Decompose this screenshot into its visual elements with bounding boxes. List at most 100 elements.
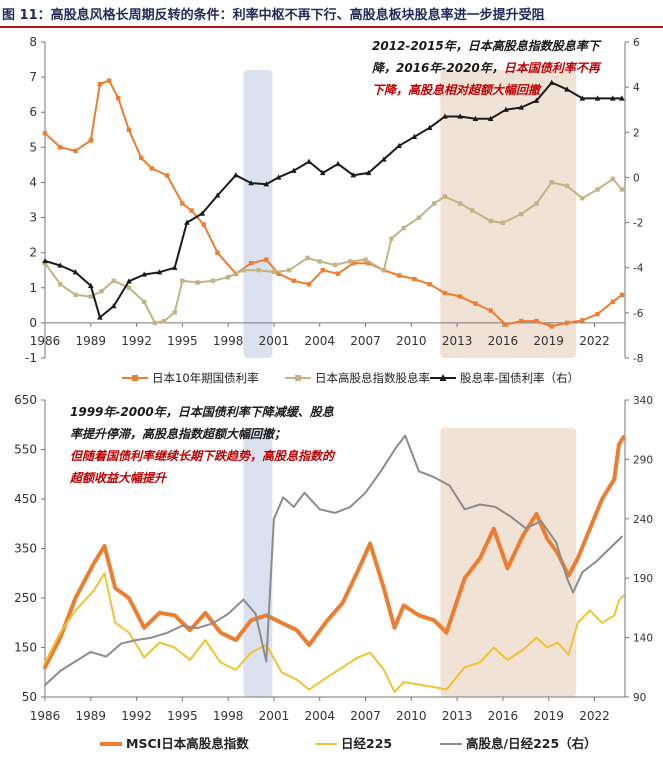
series-point-1-1 xyxy=(488,308,493,313)
series-point-1-2 xyxy=(416,215,422,220)
series-point-1-3 xyxy=(306,158,312,164)
series-point-1-1 xyxy=(73,148,78,154)
annotation-line: 但随着国债利率继续长期下跌趋势，高股息指数的 xyxy=(70,449,336,463)
annotation-highlight: 超额收益大幅提升 xyxy=(69,471,168,485)
y-left-tick-label: 650 xyxy=(14,393,37,407)
series-point-1-2 xyxy=(549,180,554,185)
series-point-1-1 xyxy=(180,201,185,206)
y-right-tick-label: -6 xyxy=(633,308,644,320)
series-point-1-3 xyxy=(579,95,586,101)
series-point-1-3 xyxy=(319,169,326,176)
series-point-1-3 xyxy=(290,167,297,173)
series-point-1-1 xyxy=(427,282,432,287)
series-point-1-3 xyxy=(426,124,433,130)
series-point-1-3 xyxy=(171,264,178,270)
series-point-1-3 xyxy=(564,86,570,92)
x-tick-label: 1995 xyxy=(167,334,198,348)
series-point-1-3 xyxy=(381,156,387,162)
series-point-1-2 xyxy=(595,187,600,192)
shaded-period-2 xyxy=(440,70,577,358)
series-point-1-1 xyxy=(366,261,371,266)
series-point-1-2 xyxy=(241,268,246,273)
series-point-1-3 xyxy=(248,180,254,186)
x-tick-label: 2013 xyxy=(442,334,473,348)
y-right-tick-label: 190 xyxy=(633,573,653,585)
series-point-1-3 xyxy=(472,115,479,121)
x-tick-label: 1992 xyxy=(121,709,152,723)
series-point-1-1 xyxy=(503,322,509,327)
series-point-1-2 xyxy=(152,320,158,326)
figure-title: 图 11：高股息风格长周期反转的条件：利率中枢不再下行、高股息板块股息率进一步提… xyxy=(2,8,545,23)
y-left-tick-label: 150 xyxy=(14,641,37,655)
x-tick-label: 1986 xyxy=(30,334,61,348)
y-left-tick-label: 5 xyxy=(29,140,37,154)
series-line-2-1 xyxy=(43,435,626,670)
series-point-1-1 xyxy=(248,261,254,266)
series-point-1-2 xyxy=(88,294,93,299)
series-point-1-2 xyxy=(580,196,585,201)
series-point-1-1 xyxy=(351,261,356,266)
legend-label: MSCI日本高股息指数 xyxy=(126,736,249,751)
x-tick-label: 1995 xyxy=(167,709,198,723)
y-left-tick-label: 350 xyxy=(14,542,37,556)
y-right-tick-label: -4 xyxy=(633,263,644,275)
series-point-1-1 xyxy=(116,95,121,101)
series-point-1-1 xyxy=(58,145,63,150)
series-point-1-1 xyxy=(580,318,585,323)
series-point-1-2 xyxy=(457,201,463,206)
series-point-1-1 xyxy=(519,318,524,324)
series-point-1-3 xyxy=(57,262,64,268)
series-point-1-3 xyxy=(548,79,555,85)
x-tick-label: 2007 xyxy=(350,709,381,723)
x-tick-label: 1998 xyxy=(213,709,244,723)
series-point-1-3 xyxy=(214,192,221,198)
series-point-1-2 xyxy=(348,259,353,264)
series-point-1-1 xyxy=(396,273,402,278)
series-point-1-3 xyxy=(110,303,117,309)
series-point-1-1 xyxy=(106,78,112,83)
annotation-highlight: 下降，高股息相对超额大幅回撤 xyxy=(372,83,542,97)
y-right-tick-label: 0 xyxy=(633,172,640,184)
series-point-1-3 xyxy=(87,282,94,288)
x-tick-label: 1992 xyxy=(121,334,152,348)
series-point-1-1 xyxy=(595,311,600,317)
y-right-tick-label: 4 xyxy=(633,82,640,94)
series-point-1-3 xyxy=(335,160,341,167)
series-point-1-2 xyxy=(534,201,539,206)
series-point-1-2 xyxy=(99,289,104,294)
y-left-tick-label: 1 xyxy=(29,281,37,295)
series-point-1-1 xyxy=(291,278,296,283)
series-point-1-2 xyxy=(470,208,475,213)
series-point-1-3 xyxy=(275,174,282,180)
y-left-tick-label: 7 xyxy=(29,70,37,84)
series-point-1-3 xyxy=(97,314,103,320)
y-left-tick-label: 2 xyxy=(29,246,37,260)
series-point-1-2 xyxy=(172,310,177,315)
x-tick-label: 1998 xyxy=(213,334,244,348)
y-right-tick-label: -2 xyxy=(633,218,643,230)
legend-label: 高股息/日经225（右） xyxy=(466,736,597,751)
x-tick-label: 2001 xyxy=(259,334,290,348)
shaded-period-1 xyxy=(243,70,273,358)
series-point-1-1 xyxy=(138,155,144,161)
x-tick-label: 2004 xyxy=(304,709,335,723)
chart-panel-2: 50 150 250 350 450 550 650 90 140 190 240 290 340 198… xyxy=(14,393,653,751)
legend-label: 日本高股息指数股息率 xyxy=(315,371,430,385)
series-point-1-2 xyxy=(381,268,387,273)
series-point-1-2 xyxy=(363,257,368,262)
legend-label: 日本10年期国债利率 xyxy=(152,371,259,385)
y-left-tick-label: 3 xyxy=(29,211,37,225)
series-line-2-2 xyxy=(44,572,625,693)
y-right-tick-label: 140 xyxy=(633,633,653,645)
series-point-1-2 xyxy=(210,278,216,283)
legend-marker xyxy=(295,375,301,381)
series-point-1-2 xyxy=(500,220,506,226)
series-point-1-3 xyxy=(487,115,494,121)
y-right-tick-label: -8 xyxy=(633,353,643,365)
series-point-1-1 xyxy=(276,271,281,276)
series-point-1-2 xyxy=(332,262,338,268)
series-point-1-1 xyxy=(335,271,341,276)
y-right-tick-label: 340 xyxy=(633,395,653,407)
annotation-text: 降，2016年-2020年， xyxy=(372,61,504,75)
series-point-1-2 xyxy=(58,282,63,287)
